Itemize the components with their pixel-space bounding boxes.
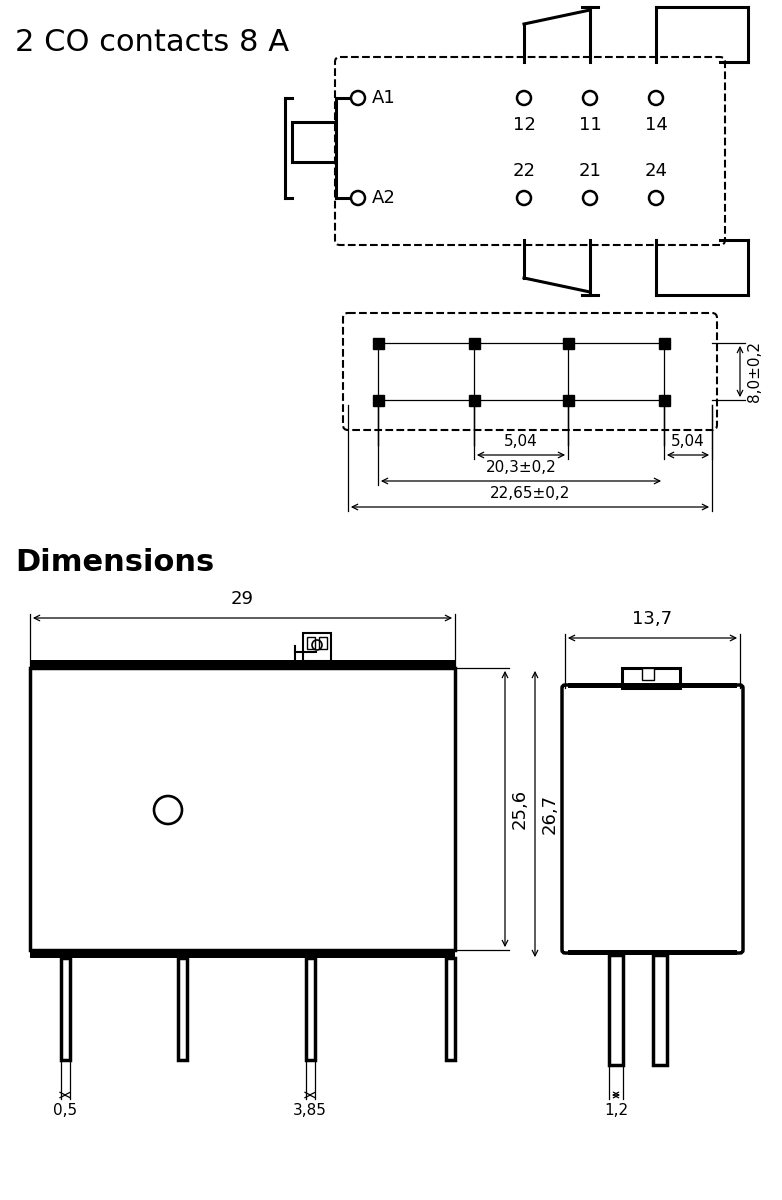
Circle shape — [649, 191, 663, 205]
Text: 24: 24 — [644, 162, 668, 180]
Bar — [446, 958, 454, 1060]
Bar — [609, 955, 623, 1066]
Bar — [642, 668, 654, 680]
Text: 20,3±0,2: 20,3±0,2 — [486, 460, 556, 475]
Text: 3,85: 3,85 — [293, 1103, 327, 1118]
Bar — [372, 395, 383, 406]
Text: 13,7: 13,7 — [633, 610, 673, 628]
Bar — [30, 950, 455, 958]
Bar — [468, 395, 479, 406]
Bar — [468, 337, 479, 348]
Bar — [568, 683, 737, 688]
Bar — [562, 337, 573, 348]
Bar — [622, 668, 680, 688]
Text: 1,2: 1,2 — [604, 1103, 628, 1118]
Bar — [658, 337, 669, 348]
Bar — [653, 955, 667, 1066]
Bar — [292, 122, 336, 162]
Text: 5,04: 5,04 — [671, 434, 705, 449]
Text: A2: A2 — [372, 188, 396, 206]
Text: 22: 22 — [512, 162, 536, 180]
Text: Dimensions: Dimensions — [15, 548, 214, 577]
Text: 12: 12 — [512, 116, 536, 134]
Circle shape — [351, 91, 365, 104]
Circle shape — [583, 191, 597, 205]
Text: 21: 21 — [579, 162, 601, 180]
Bar — [30, 660, 455, 668]
Bar — [562, 395, 573, 406]
Circle shape — [517, 91, 531, 104]
Bar — [319, 637, 327, 649]
Circle shape — [517, 191, 531, 205]
Text: 25,6: 25,6 — [511, 788, 529, 829]
Bar — [658, 395, 669, 406]
Text: 8,0±0,2: 8,0±0,2 — [747, 341, 762, 402]
Bar — [178, 958, 186, 1060]
Circle shape — [583, 91, 597, 104]
Text: 14: 14 — [644, 116, 668, 134]
Circle shape — [351, 191, 365, 205]
Text: 26,7: 26,7 — [541, 794, 559, 834]
Text: 0,5: 0,5 — [53, 1103, 77, 1118]
Text: 2 CO contacts 8 A: 2 CO contacts 8 A — [15, 28, 289, 56]
Text: 22,65±0,2: 22,65±0,2 — [490, 486, 570, 502]
Bar — [60, 958, 70, 1060]
Text: A1: A1 — [372, 89, 396, 107]
Text: 11: 11 — [579, 116, 601, 134]
Bar — [568, 950, 737, 955]
Bar — [30, 668, 455, 950]
Text: 29: 29 — [231, 590, 254, 608]
Text: 5,04: 5,04 — [504, 434, 538, 449]
Bar — [307, 637, 315, 649]
Bar — [303, 634, 331, 661]
Bar — [372, 337, 383, 348]
Bar — [306, 958, 314, 1060]
Circle shape — [649, 91, 663, 104]
